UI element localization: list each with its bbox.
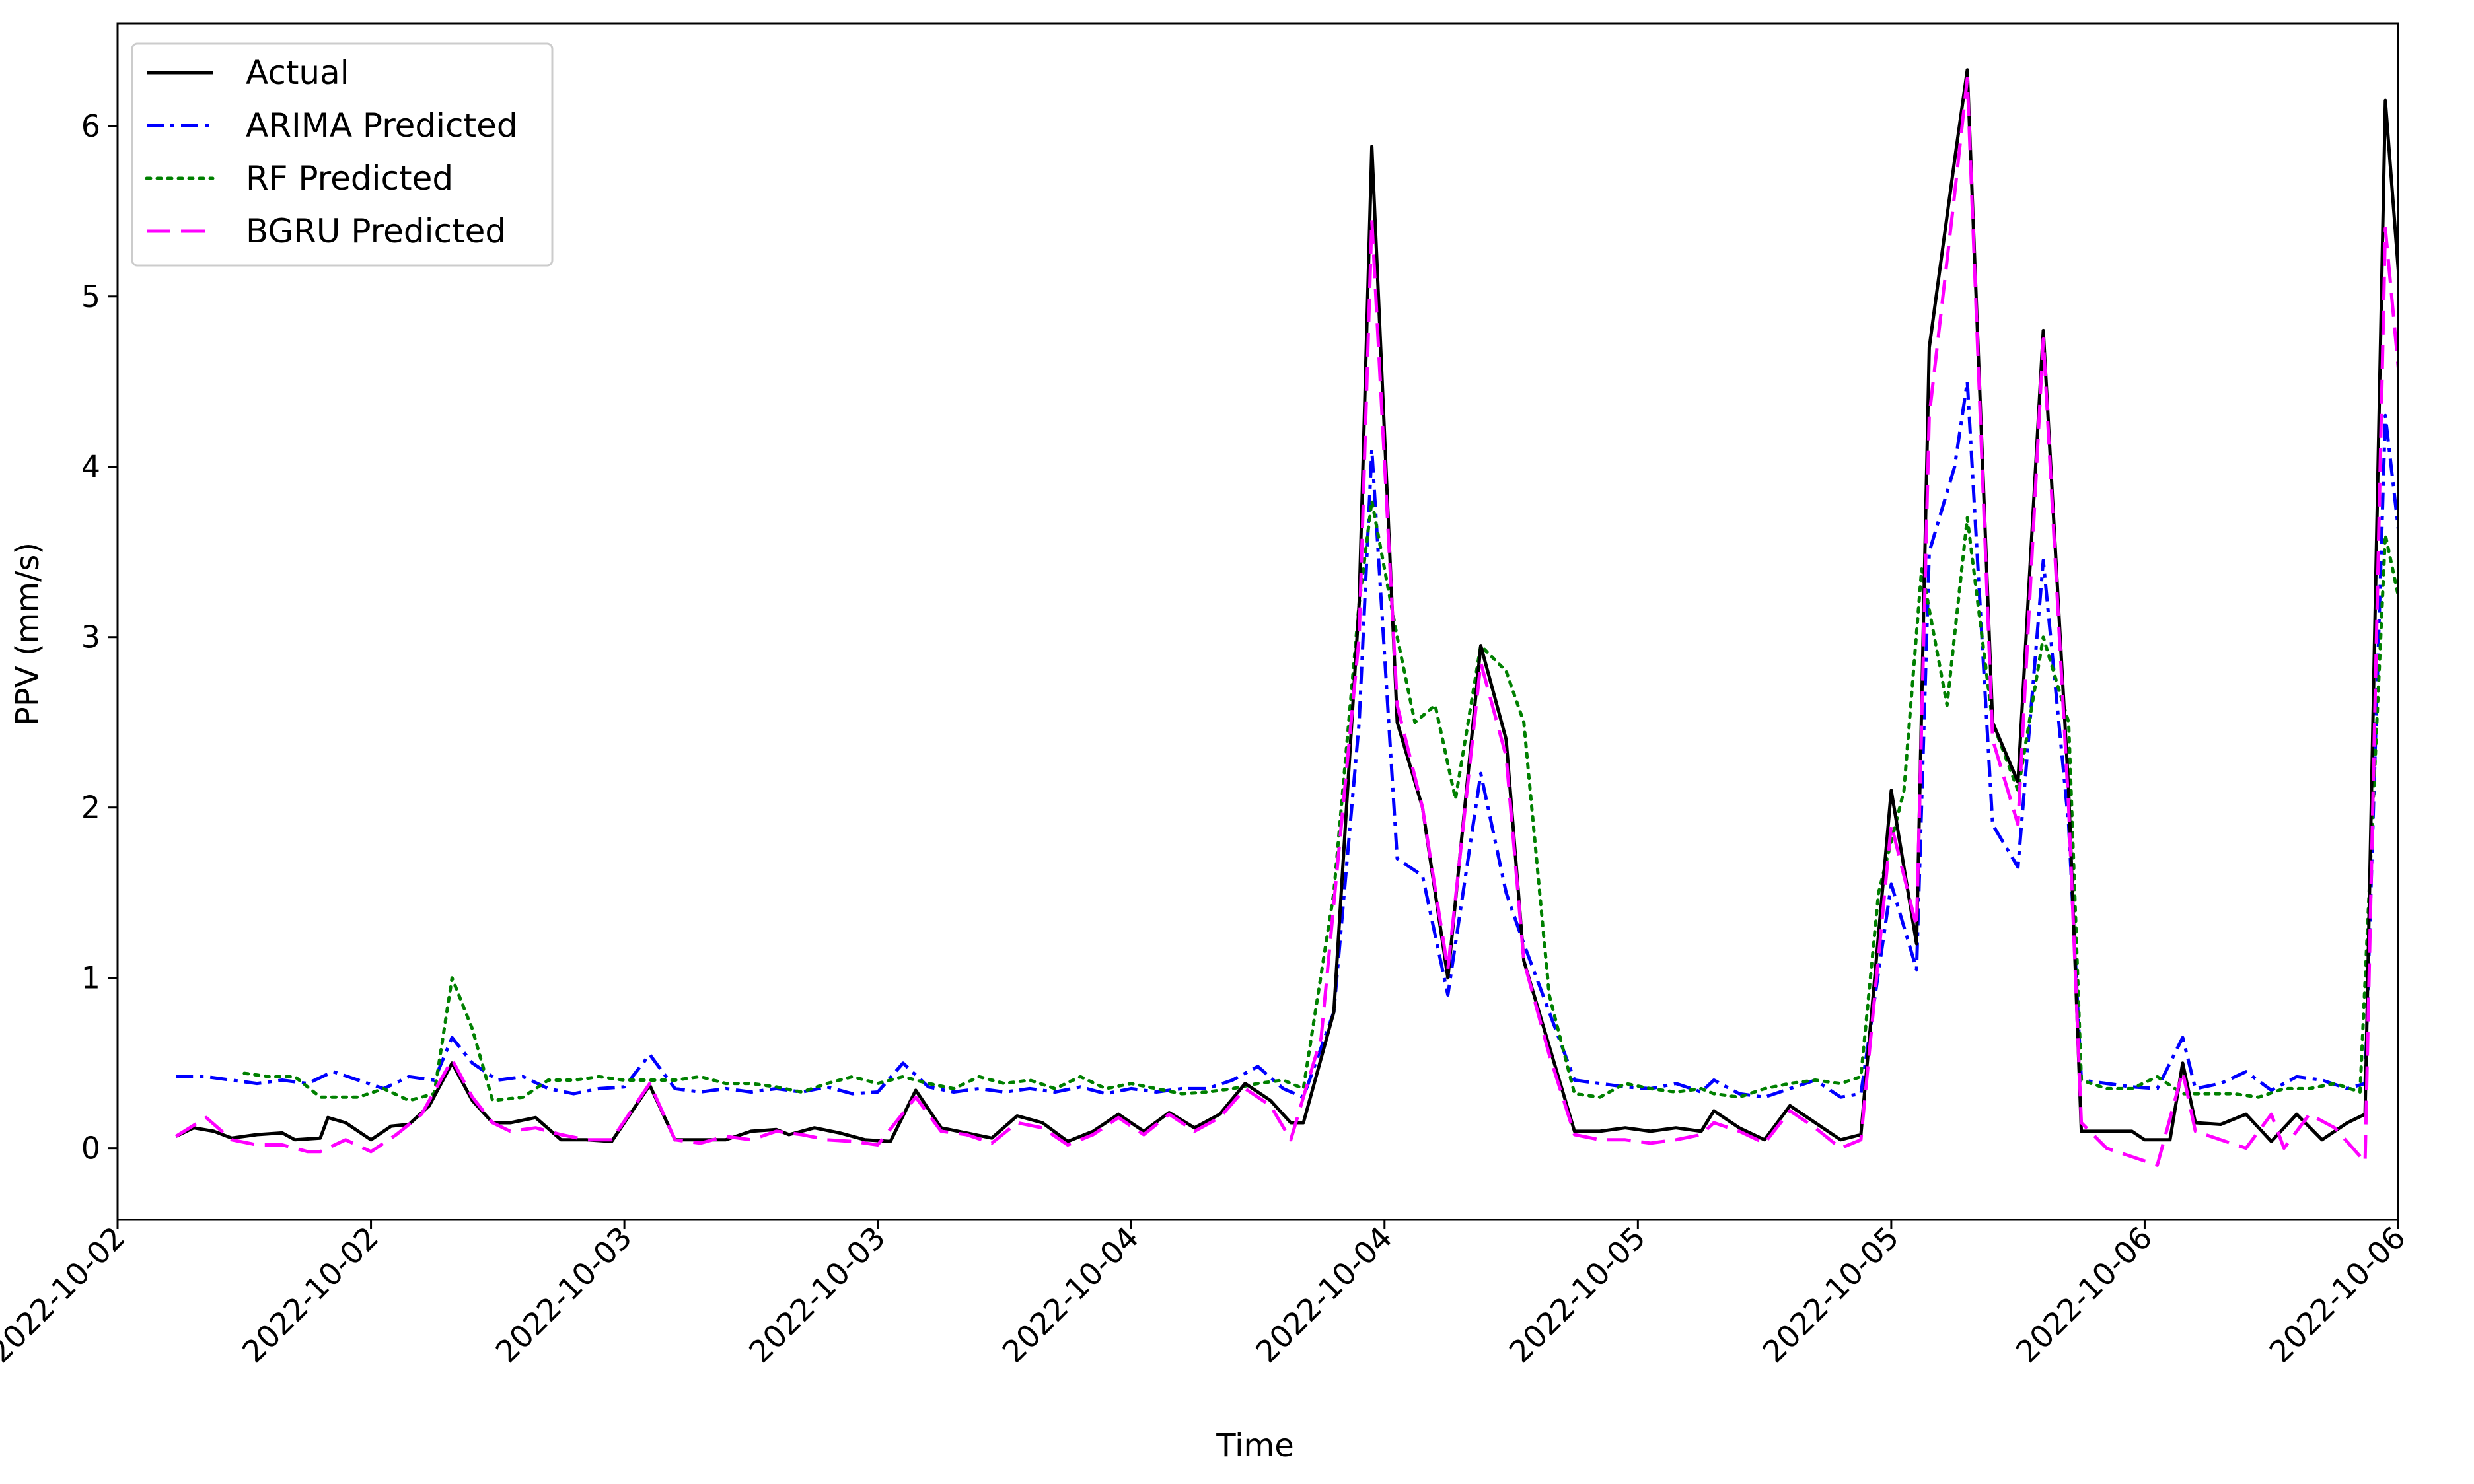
y-tick-label: 3	[81, 619, 100, 655]
y-tick-label: 1	[81, 960, 100, 996]
series-layer	[174, 68, 2398, 1167]
series-line-arima-predicted	[176, 380, 2398, 1099]
legend: Actual ARIMA Predicted RF Predicted BGRU Pr…	[131, 42, 554, 267]
plot-frame	[116, 22, 2399, 1221]
legend-label-actual: Actual	[246, 53, 349, 92]
series-line-bgru-predicted	[174, 77, 2398, 1167]
legend-box	[131, 42, 554, 267]
y-tick-label: 6	[81, 108, 100, 144]
legend-label-rf-predicted: RF Predicted	[246, 159, 453, 197]
y-axis-label: PPV (mm/s)	[9, 542, 46, 726]
legend-label-bgru-predicted: BGRU Predicted	[246, 212, 506, 250]
x-axis-label: Time	[1216, 1427, 1293, 1464]
y-tick-label: 0	[81, 1131, 100, 1166]
y-tick-label: 2	[81, 790, 100, 826]
y-tick-label: 4	[81, 449, 100, 485]
series-line-rf-predicted	[242, 499, 2398, 1102]
series-line-actual	[175, 68, 2398, 1143]
y-tick-label: 5	[81, 279, 100, 314]
legend-label-arima-predicted: ARIMA Predicted	[246, 106, 518, 145]
